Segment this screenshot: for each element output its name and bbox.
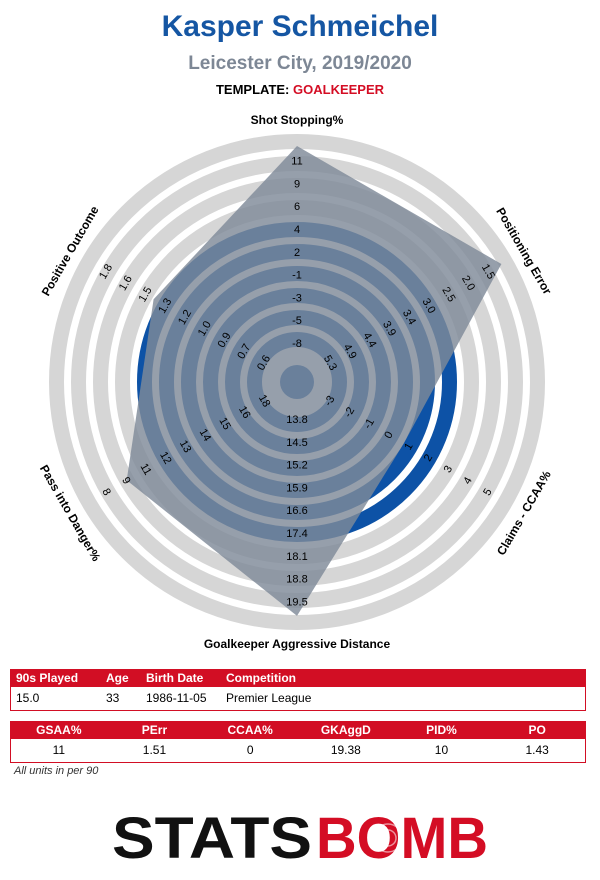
- tick-label: -5: [292, 315, 302, 327]
- tick-label: -8: [292, 338, 302, 350]
- value-cell: 33: [106, 691, 120, 705]
- tick-label: 14.5: [286, 437, 307, 449]
- header-cell: GSAA%: [36, 723, 82, 737]
- tick-label: 9: [119, 475, 132, 486]
- tick-label: 18.1: [286, 551, 307, 563]
- metrics-table: GSAA% PErr CCAA% GKAggD PID% PO 11 1.51 0 19.38 1…: [10, 721, 586, 763]
- player-info-table: 90s Played Age Birth Date Competition 15…: [10, 669, 586, 711]
- axis-label: Goalkeeper Aggressive Distance: [204, 637, 391, 651]
- tick-label: 13: [177, 438, 194, 455]
- value-cell: Premier League: [226, 691, 312, 705]
- header-cell: PErr: [141, 723, 168, 737]
- template-line: TEMPLATE: GOALKEEPER: [0, 82, 600, 97]
- player-info-header-row: 90s Played Age Birth Date Competition: [11, 670, 585, 687]
- tick-label: 12: [157, 450, 174, 467]
- tick-label: 3: [442, 464, 455, 475]
- value-cell: 0: [246, 743, 254, 757]
- tick-label: 8: [99, 487, 112, 498]
- tick-label: 16: [236, 404, 253, 421]
- radar-polygon: [126, 146, 502, 616]
- header-cell: 90s Played: [16, 671, 79, 685]
- metrics-header-row: GSAA% PErr CCAA% GKAggD PID% PO: [11, 722, 585, 739]
- tick-label: 15: [216, 415, 233, 432]
- tick-label: -3: [292, 292, 302, 304]
- player-name: Kasper Schmeichel: [161, 10, 439, 43]
- value-cell: 11: [52, 743, 66, 757]
- tick-label: 1: [402, 441, 415, 452]
- tick-label: 14: [197, 427, 214, 444]
- template-label: TEMPLATE:: [215, 82, 290, 97]
- header-cell: PID%: [426, 723, 457, 737]
- value-cell: 1.51: [142, 743, 167, 757]
- tick-label: 4: [294, 224, 300, 236]
- logo-target-icon: [373, 823, 403, 853]
- club-season: Leicester City, 2019/2020: [188, 53, 412, 74]
- metrics-value-row: 11 1.51 0 19.38 10 1.43: [11, 742, 585, 759]
- value-cell: 15.0: [16, 691, 40, 705]
- tick-label: 13.8: [286, 414, 307, 426]
- tick-label: 2: [294, 247, 300, 259]
- value-cell: 1.43: [525, 743, 549, 757]
- tick-label: 4: [461, 475, 474, 486]
- value-cell: 10: [434, 743, 449, 757]
- tick-label: 0: [382, 430, 395, 441]
- player-info-value-row: 15.0 33 1986-11-05 Premier League: [11, 690, 585, 707]
- tick-label: 18.8: [286, 574, 307, 586]
- header-cell: Competition: [226, 671, 296, 685]
- tick-label: 17.4: [286, 528, 307, 540]
- tick-label: 15.2: [286, 460, 307, 472]
- tick-label: 19.5: [286, 596, 307, 608]
- header-cell: PO: [528, 723, 546, 737]
- tick-label: 2: [422, 452, 435, 463]
- tick-label: 15.9: [286, 482, 307, 494]
- radar-ring: [49, 134, 545, 630]
- value-cell: 1986-11-05: [146, 691, 207, 705]
- units-footnote: All units in per 90: [14, 765, 99, 777]
- template-value: GOALKEEPER: [293, 82, 385, 97]
- tick-label: 5: [481, 487, 494, 498]
- tick-label: 6: [294, 201, 300, 213]
- header-cell: GKAggD: [320, 723, 371, 737]
- tick-label: 18: [256, 393, 273, 410]
- axis-label: Shot Stopping%: [251, 113, 344, 127]
- header-cell: CCAA%: [227, 723, 273, 737]
- tick-label: 11: [291, 156, 302, 168]
- header-cell: Birth Date: [146, 671, 204, 685]
- tick-label: 9: [294, 178, 300, 190]
- tick-label: -1: [292, 270, 302, 282]
- header-cell: Age: [106, 671, 129, 685]
- logo-text-stats: STATS: [112, 808, 312, 864]
- tick-label: 11: [138, 461, 154, 477]
- statsbomb-logo: STATS BOMB: [112, 808, 488, 864]
- axis-ticks: 13.8 14.5 15.2 15.9 16.6 17.4 18.1 18.8 19.5: [286, 414, 307, 608]
- tick-label: 16.6: [286, 505, 307, 517]
- axis-ticks: -8 -5 -3 -1 2 4 6 9 11: [291, 156, 302, 350]
- value-cell: 19.38: [330, 743, 361, 757]
